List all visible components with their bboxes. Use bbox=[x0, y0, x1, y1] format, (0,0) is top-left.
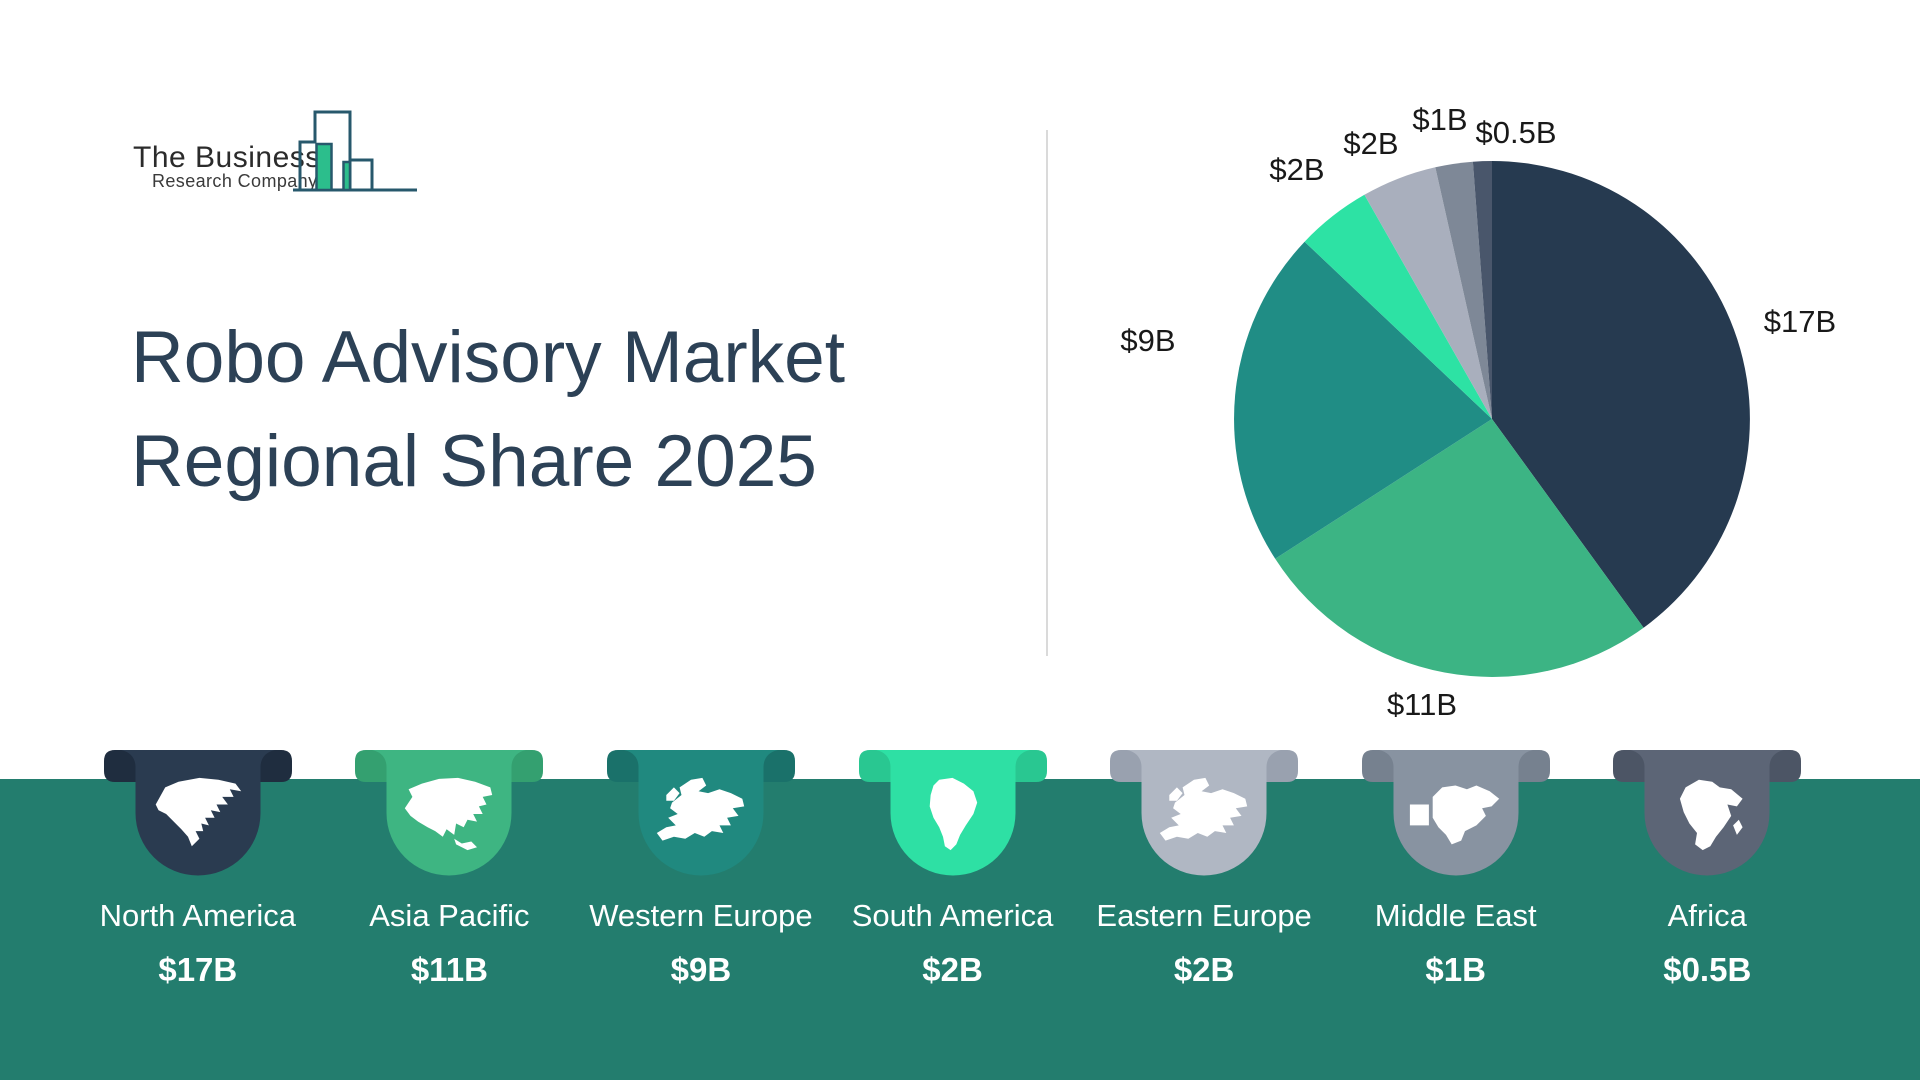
region-name: Asia Pacific bbox=[369, 898, 530, 933]
pie-slice-eastern-europe bbox=[1364, 167, 1492, 419]
region-card-north-america: North America $17B bbox=[72, 750, 324, 989]
region-card-middle-east: Middle East $1B bbox=[1330, 750, 1582, 989]
africa-map-icon bbox=[1680, 779, 1743, 851]
region-value: $2B bbox=[1173, 951, 1235, 988]
pie-slice-western-europe bbox=[1234, 241, 1492, 559]
regions-row: North America $17B Asia Pacific $11B bbox=[72, 750, 1833, 989]
pie-label-south-america: $2B bbox=[1269, 152, 1325, 187]
region-name: Eastern Europe bbox=[1096, 898, 1312, 933]
pie-label-north-america: $17B bbox=[1763, 304, 1837, 339]
region-name: South America bbox=[851, 898, 1054, 933]
pie-slice-north-america bbox=[1492, 161, 1750, 628]
western-europe-map-icon bbox=[656, 777, 745, 841]
page-title-line1: Robo Advisory Market bbox=[131, 317, 846, 398]
pie-slice-south-america bbox=[1304, 194, 1492, 419]
pie-slice-middle-east bbox=[1435, 161, 1492, 419]
region-name: Africa bbox=[1667, 898, 1747, 933]
pie-slice-africa bbox=[1472, 160, 1492, 419]
south-america-map-icon bbox=[929, 777, 977, 851]
pie-label-middle-east: $1B bbox=[1412, 102, 1468, 137]
pie-label-asia-pacific: $11B bbox=[1386, 687, 1458, 722]
region-card-south-america: South America $2B bbox=[827, 750, 1079, 989]
region-card-africa: Africa $0.5B bbox=[1581, 750, 1833, 989]
region-value: $0.5B bbox=[1663, 951, 1752, 988]
ribbon-badge bbox=[1613, 750, 1802, 876]
bar-chart-logo-icon bbox=[293, 110, 417, 192]
region-name: Western Europe bbox=[589, 898, 813, 933]
middle-east-map-icon bbox=[1409, 785, 1499, 845]
ribbon-badge bbox=[355, 750, 544, 876]
region-name: North America bbox=[99, 898, 296, 933]
pie-label-africa: $0.5B bbox=[1475, 115, 1557, 150]
region-card-eastern-europe: Eastern Europe $2B bbox=[1078, 750, 1330, 989]
region-card-western-europe: Western Europe $9B bbox=[575, 750, 827, 989]
logo-text-line1: The Business bbox=[133, 141, 321, 174]
ribbon-badge bbox=[103, 750, 292, 876]
pie-label-western-europe: $9B bbox=[1120, 323, 1176, 358]
pie-label-eastern-europe: $2B bbox=[1343, 126, 1399, 161]
region-value: $9B bbox=[670, 951, 732, 988]
ribbon-badge bbox=[858, 750, 1047, 876]
region-value: $2B bbox=[922, 951, 983, 988]
region-value: $11B bbox=[410, 951, 488, 988]
logo-text-line2: Research Company bbox=[152, 171, 318, 191]
ribbon-badge bbox=[606, 750, 795, 876]
logo-green-bar-large bbox=[315, 142, 333, 192]
logo-green-bar-small bbox=[342, 160, 352, 192]
title-pie-divider bbox=[1046, 130, 1048, 656]
pie-chart bbox=[1234, 160, 1750, 677]
region-card-asia-pacific: Asia Pacific $11B bbox=[324, 750, 576, 989]
logo-bars-outline bbox=[293, 110, 417, 192]
ribbon-badge bbox=[1361, 750, 1550, 876]
region-value: $1B bbox=[1425, 951, 1486, 988]
eastern-europe-map-icon bbox=[1159, 777, 1248, 841]
region-value: $17B bbox=[158, 951, 238, 988]
page-title: Robo Advisory Market Regional Share 2025 bbox=[131, 306, 845, 514]
page-title-line2: Regional Share 2025 bbox=[131, 421, 817, 502]
pie-slice-asia-pacific bbox=[1275, 419, 1644, 677]
asia-pacific-map-icon bbox=[405, 777, 493, 851]
north-america-map-icon bbox=[155, 777, 241, 847]
ribbon-badge bbox=[1110, 750, 1299, 876]
region-name: Middle East bbox=[1374, 898, 1537, 933]
